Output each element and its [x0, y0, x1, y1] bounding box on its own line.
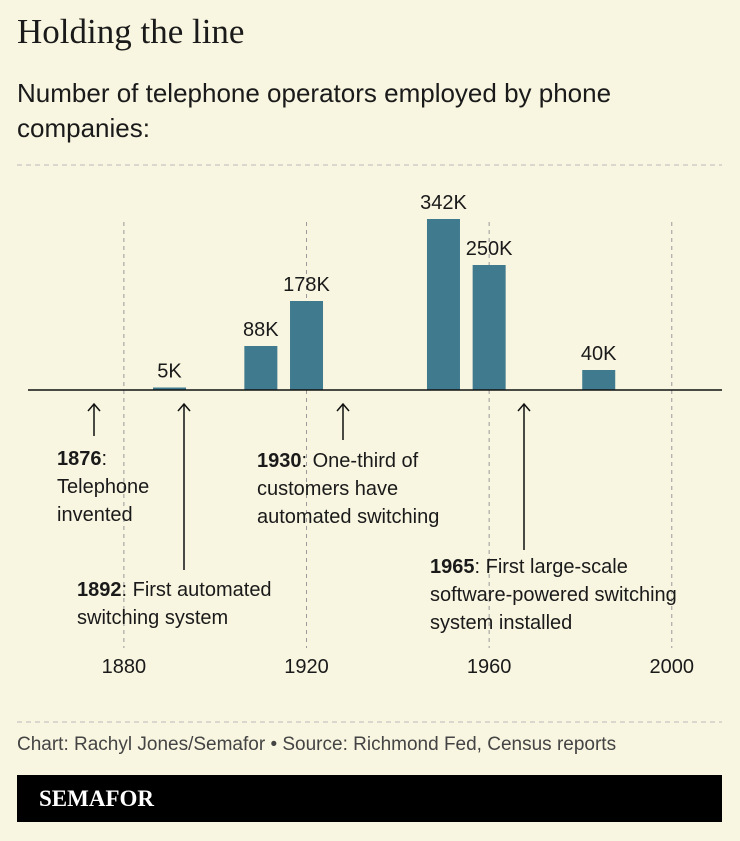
value-label: 5K	[157, 361, 182, 383]
arrow-head	[87, 402, 101, 412]
value-label: 250K	[466, 238, 513, 260]
annotation: 1965: First large-scale software-powered…	[430, 553, 710, 637]
annotation-year: 1892	[77, 579, 122, 601]
annotation: 1876: Telephone invented	[57, 445, 172, 529]
brand: SEMAFOR	[17, 775, 722, 822]
bar	[426, 219, 460, 390]
bar	[472, 265, 506, 390]
value-label: 88K	[243, 319, 279, 341]
annotation: 1930: One-third of customers have automa…	[257, 447, 462, 531]
credit: Chart: Rachyl Jones/Semafor • Source: Ri…	[17, 734, 617, 755]
value-label: 178K	[283, 274, 330, 296]
annotation-text: : Telephone invented	[57, 448, 150, 526]
bar	[244, 346, 278, 390]
annotation-year: 1965	[430, 556, 475, 578]
annotation: 1892: First automated switching system	[77, 576, 302, 632]
bar	[290, 301, 324, 390]
annotation-year: 1930	[257, 450, 302, 472]
arrow-head	[177, 402, 191, 412]
annotation-text: : One-third of customers have automated …	[257, 450, 440, 528]
x-tick-label: 1960	[467, 656, 512, 678]
annotation-text: : First large-scale software-powered swi…	[430, 556, 677, 634]
chart-subtitle: Number of telephone operators employed b…	[17, 78, 612, 143]
annotation-text: : First automated switching system	[77, 579, 272, 629]
annotation-year: 1876	[57, 448, 102, 470]
x-tick-label: 1880	[102, 656, 147, 678]
x-tick-label: 2000	[650, 656, 695, 678]
bar	[582, 370, 616, 390]
arrow-head	[336, 402, 350, 412]
value-label: 40K	[581, 343, 617, 365]
value-label: 342K	[420, 192, 467, 214]
chart-title: Holding the line	[17, 12, 245, 51]
bar	[153, 387, 187, 390]
arrow-head	[517, 402, 531, 412]
x-tick-label: 1920	[284, 656, 329, 678]
